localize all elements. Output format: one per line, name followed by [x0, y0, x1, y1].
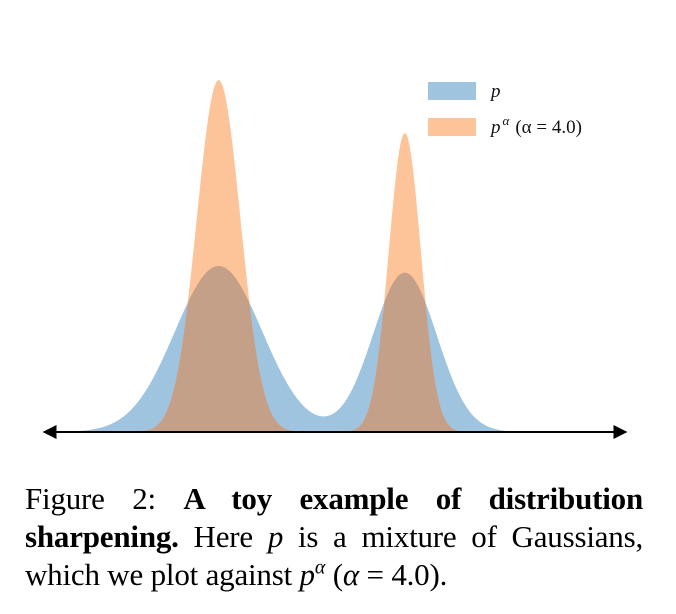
- caption-text-2: is a mixture of Gaussians, which we plot…: [25, 519, 643, 592]
- distribution-chart: p p α (α = 4.0): [42, 80, 628, 439]
- figure-caption: Figure 2: A toy example of distribution …: [25, 480, 643, 594]
- legend-label-p: p: [489, 81, 501, 102]
- caption-math-p-alpha: p: [299, 557, 316, 592]
- legend-label-p-alpha: p α (α = 4.0): [489, 113, 582, 138]
- caption-prefix: Figure 2:: [25, 481, 184, 516]
- caption-text-3: (: [325, 557, 343, 592]
- caption-math-p: p: [267, 519, 284, 554]
- legend-swatch-p-alpha: [428, 118, 476, 136]
- caption-text-4: = 4.0).: [358, 557, 448, 592]
- overlap-area: [44, 266, 626, 432]
- caption-alpha-sup: α: [314, 556, 326, 579]
- legend-swatch-p: [428, 82, 476, 100]
- caption-math-alpha: α: [342, 557, 359, 592]
- caption-bold-title: A toy example of distribution sharpening…: [25, 481, 643, 554]
- legend: p p α (α = 4.0): [428, 81, 582, 138]
- series-p-area: [44, 266, 626, 432]
- caption-text-1: Here: [178, 519, 268, 554]
- plot-area: [44, 80, 626, 432]
